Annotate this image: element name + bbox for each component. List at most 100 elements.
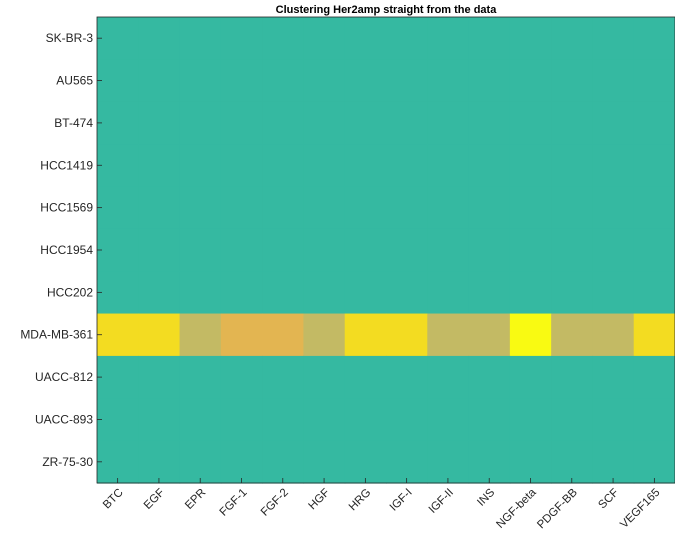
heatmap-cell: [179, 228, 222, 272]
heatmap-cell: [220, 101, 263, 145]
heatmap-cell: [138, 440, 181, 484]
heatmap-cell: [262, 17, 305, 60]
x-tick-label: FGF-1: [218, 487, 250, 519]
heatmap-cell: [592, 101, 635, 145]
heatmap-cell: [97, 228, 139, 272]
heatmap-cell: [592, 186, 635, 230]
heatmap-cell: [97, 398, 139, 442]
heatmap-cell: [427, 271, 470, 315]
x-tick-label: EGF: [142, 487, 167, 512]
heatmap-cell: [386, 271, 428, 315]
heatmap-cell: [138, 17, 181, 60]
heatmap-cell: [344, 59, 387, 103]
y-tick-label: BT-474: [54, 116, 93, 130]
y-tick-label: ZR-75-30: [42, 455, 93, 469]
heatmap-cell: [220, 355, 263, 399]
heatmap-cell: [551, 271, 594, 315]
y-tick-label: HCC1954: [40, 243, 93, 257]
heatmap-cell: [592, 355, 635, 399]
heatmap-cell: [468, 101, 511, 145]
heatmap-cell: [386, 17, 428, 60]
heatmap-cell: [344, 398, 387, 442]
heatmap-cell: [509, 228, 552, 272]
heatmap-cell: [427, 355, 470, 399]
heatmap-cell: [179, 440, 222, 484]
y-tick-label: SK-BR-3: [46, 31, 94, 45]
heatmap-cell: [262, 228, 305, 272]
heatmap-cell: [386, 144, 428, 188]
heatmap-cell: [509, 313, 552, 357]
plot-frame: [96, 16, 675, 484]
heatmap-cell: [262, 313, 305, 357]
heatmap-cell: [551, 186, 594, 230]
heatmap-cell: [97, 101, 139, 145]
heatmap-cell: [220, 17, 263, 60]
heatmap-cell: [633, 440, 675, 484]
heatmap-cell: [633, 313, 675, 357]
heatmap-cell: [97, 144, 139, 188]
heatmap-cell: [303, 355, 346, 399]
heatmap-cell: [179, 355, 222, 399]
heatmap-cell: [427, 440, 470, 484]
heatmap-cell: [303, 440, 346, 484]
heatmap-cell: [633, 17, 675, 60]
x-tick-label: VEGF165: [618, 487, 662, 531]
heatmap-cell: [303, 228, 346, 272]
heatmap-cell: [592, 271, 635, 315]
x-tick-labels: BTC EGF EPR FGF-1 FGF-2 HGF HRG IGF-I IGF-II INSN…: [101, 478, 662, 531]
heatmap-cell: [468, 17, 511, 60]
y-tick-label: MDA-MB-361: [20, 328, 93, 342]
heatmap-cell: [386, 440, 428, 484]
heatmap-cell: [179, 101, 222, 145]
y-tick-label: UACC-812: [35, 370, 93, 384]
heatmap-cell: [303, 144, 346, 188]
heatmap-cell: [344, 313, 387, 357]
y-tick-label: HCC1419: [40, 158, 93, 172]
heatmap-cell: [633, 101, 675, 145]
heatmap-cell: [592, 313, 635, 357]
heatmap-cell: [551, 144, 594, 188]
heatmap-cell: [220, 186, 263, 230]
heatmap-cell: [303, 271, 346, 315]
heatmap-cell: [344, 101, 387, 145]
heatmap-cell: [509, 17, 552, 60]
x-tick-label: IGF-I: [388, 487, 415, 514]
heatmap-cell: [551, 355, 594, 399]
heatmap-cell: [386, 355, 428, 399]
heatmap-cell: [220, 313, 263, 357]
heatmap-cell: [138, 101, 181, 145]
heatmap-cell: [262, 398, 305, 442]
heatmap-cell: [97, 186, 139, 230]
heatmap-cell: [138, 59, 181, 103]
heatmap-cell: [344, 186, 387, 230]
heatmap-cell: [509, 271, 552, 315]
heatmap-cell: [138, 398, 181, 442]
heatmap-cell: [468, 271, 511, 315]
heatmap-cell: [427, 398, 470, 442]
heatmap-cell: [303, 313, 346, 357]
heatmap-cell: [509, 144, 552, 188]
y-tick-label: HCC202: [47, 285, 93, 299]
x-tick-label: SCF: [596, 487, 621, 512]
heatmap-cell: [468, 228, 511, 272]
heatmap-cell: [386, 398, 428, 442]
heatmap-cell: [97, 59, 139, 103]
heatmap-cell: [220, 440, 263, 484]
heatmap-cell: [220, 228, 263, 272]
heatmap-cell: [551, 59, 594, 103]
heatmap-cell: [427, 228, 470, 272]
heatmap-cell: [97, 17, 139, 60]
heatmap-cell: [344, 440, 387, 484]
heatmap-cell: [262, 59, 305, 103]
heatmap-cell: [551, 398, 594, 442]
heatmap-cell: [97, 313, 139, 357]
heatmap-cell: [633, 228, 675, 272]
x-tick-label: NGF-beta: [494, 486, 539, 531]
heatmap-cell: [97, 355, 139, 399]
heatmap-cell: [220, 144, 263, 188]
x-tick-label: IGF-II: [427, 487, 456, 516]
x-tick-label: BTC: [101, 487, 126, 512]
heatmap-cell: [509, 186, 552, 230]
heatmap-cell: [427, 59, 470, 103]
